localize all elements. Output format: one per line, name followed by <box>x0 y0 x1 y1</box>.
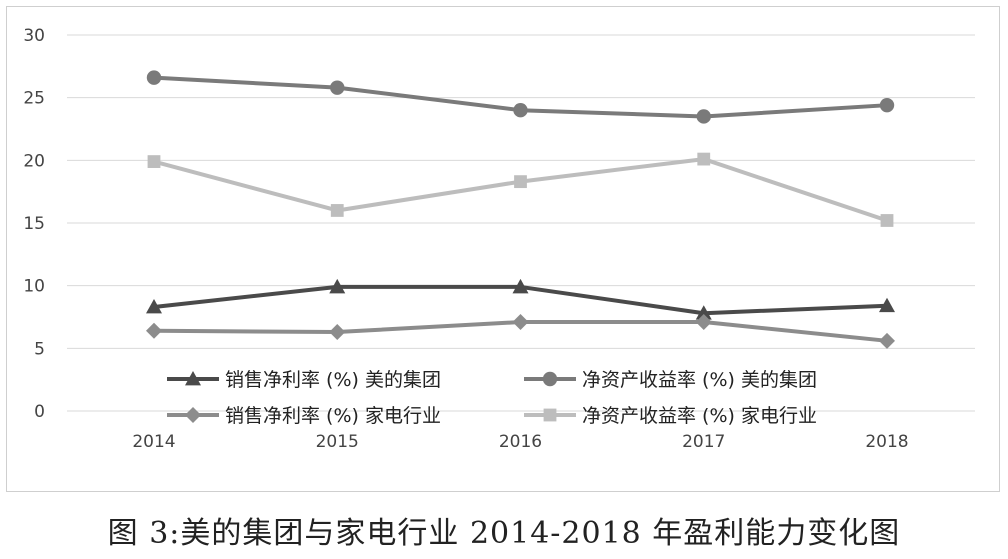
legend-entry: 销售净利率 (%) 美的集团 <box>167 369 441 391</box>
legend-entry: 销售净利率 (%) 家电行业 <box>167 405 441 427</box>
data-point <box>513 103 528 118</box>
x-axis-ticks: 2014 2015 2016 2017 2018 <box>132 432 908 452</box>
data-point <box>880 214 894 227</box>
series-square <box>147 152 894 227</box>
y-tick-label: 10 <box>23 277 45 297</box>
data-point <box>512 278 529 294</box>
data-point <box>512 314 529 331</box>
legend-label: 净资产收益率 (%) 家电行业 <box>582 405 817 427</box>
legend-marker <box>542 371 558 387</box>
y-tick-label: 15 <box>23 214 45 234</box>
series-circle <box>146 70 895 124</box>
chart-frame: 0 5 10 15 20 25 30 2014 2015 2016 2017 2018 销售净利率 … <box>6 6 1000 492</box>
data-point <box>147 155 161 168</box>
grid-lines <box>67 34 975 412</box>
legend-entry: 净资产收益率 (%) 美的集团 <box>524 369 817 391</box>
data-point <box>879 297 895 313</box>
series-diamond <box>146 314 895 349</box>
data-point <box>330 204 344 217</box>
data-point <box>879 97 895 113</box>
data-point <box>329 324 346 341</box>
y-tick-label: 0 <box>34 402 45 422</box>
data-point <box>697 152 711 166</box>
x-tick-label: 2015 <box>316 432 359 452</box>
legend-marker <box>185 371 201 386</box>
series-line <box>153 157 888 223</box>
data-point <box>696 109 711 124</box>
y-tick-label: 20 <box>23 151 45 171</box>
x-tick-label: 2016 <box>499 432 542 452</box>
legend-marker <box>543 408 557 422</box>
x-tick-label: 2018 <box>865 432 908 452</box>
data-point <box>879 332 895 349</box>
legend-marker <box>185 407 201 423</box>
x-tick-label: 2014 <box>132 432 175 452</box>
legend-label: 销售净利率 (%) 美的集团 <box>225 369 441 391</box>
line-chart: 0 5 10 15 20 25 30 2014 2015 2016 2017 2018 销售净利率 … <box>23 26 975 452</box>
y-tick-label: 30 <box>23 26 45 46</box>
data-point <box>695 314 712 331</box>
data-point <box>330 80 345 95</box>
data-point <box>514 175 527 189</box>
legend-entry: 净资产收益率 (%) 家电行业 <box>524 405 817 427</box>
legend-label: 净资产收益率 (%) 美的集团 <box>582 369 817 391</box>
figure-caption: 图 3:美的集团与家电行业 2014-2018 年盈利能力变化图 <box>107 516 901 551</box>
data-point <box>695 305 712 320</box>
legend-label: 销售净利率 (%) 家电行业 <box>225 405 441 427</box>
series-lines <box>146 70 895 349</box>
x-tick-label: 2017 <box>682 432 725 452</box>
y-tick-label: 25 <box>23 89 45 109</box>
data-point <box>146 322 162 339</box>
series-triangle <box>146 278 895 320</box>
y-tick-label: 5 <box>34 339 45 359</box>
data-point <box>146 298 162 314</box>
data-point <box>329 278 346 294</box>
y-axis-ticks: 0 5 10 15 20 25 30 <box>23 26 45 422</box>
data-point <box>146 70 162 85</box>
